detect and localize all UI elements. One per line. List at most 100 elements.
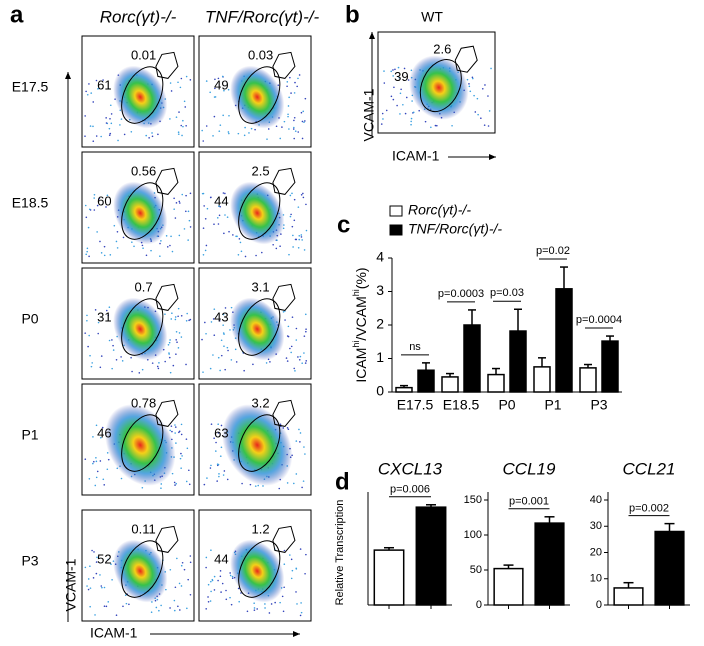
cell-dot [105,206,107,208]
cell-dot [108,134,111,137]
cell-dot [90,92,93,94]
cell-dot [220,591,222,593]
gate-hi [155,167,179,195]
cell-dot [170,425,173,427]
cell-dot [223,232,225,235]
cell-dot [150,611,153,613]
cell-dot [95,460,98,463]
cell-dot [107,601,110,603]
cell-dot [122,605,124,608]
cell-dot [88,83,90,85]
cell-dot [213,437,215,440]
cell-dot [289,554,291,556]
y-tick-label: 3 [376,282,384,298]
cell-dot [275,247,278,250]
cell-dot [235,361,238,363]
cell-dot [283,549,286,552]
cell-dot [97,332,99,335]
gate-hi [272,167,296,195]
significance-label: p=0.0004 [576,314,622,326]
cell-dot [473,94,475,97]
legend-label: Rorc(γt)-/- [408,202,471,218]
cell-dot [487,95,489,97]
cell-dot [128,603,130,606]
y-tick-label: 2 [376,316,384,332]
cell-dot [107,558,110,561]
cell-dot [101,586,103,589]
cell-dot [210,321,213,323]
panel-label: b [345,1,360,28]
cell-dot [424,120,427,123]
cell-dot [290,558,293,561]
cell-dot [301,362,303,365]
gate [238,414,281,472]
cell-dot [105,605,108,608]
cell-dot [213,334,216,337]
cell-dot [100,252,103,254]
row-label: E18.5 [12,195,49,211]
cell-dot [102,79,104,81]
cell-dot [209,467,212,469]
cell-dot [216,480,218,482]
cell-dot [164,313,166,315]
cell-dot [119,124,121,126]
cell-dot [222,114,224,117]
cell-dot [183,100,186,103]
cell-dot [97,88,99,90]
cell-dot [390,95,393,98]
cell-dot [305,203,307,206]
cell-dot [228,230,230,233]
y-tick-label: 40 [590,494,602,506]
y-tick-label: 1 [376,349,384,365]
cell-dot [115,240,118,243]
cell-dot [171,472,174,475]
cell-dot [130,356,132,359]
gate-hi [155,399,179,427]
gate-percent: 49 [214,77,228,92]
bar [613,587,644,606]
cell-dot [130,130,133,133]
cell-dot [469,90,472,93]
cell-dot [398,76,401,79]
cell-dot [116,230,119,233]
cell-dot [112,344,114,347]
cell-dot [99,366,102,369]
cell-dot [254,128,256,131]
cell-dot [298,238,301,241]
cell-dot [176,557,178,560]
significance-label: ns [409,341,421,353]
cell-dot [93,193,96,196]
wt-title: WT [421,9,443,25]
cell-dot [92,101,95,103]
cell-dot [254,485,257,487]
cell-dot [264,607,266,609]
cell-dot [235,235,237,238]
cell-dot [141,244,144,247]
cell-dot [288,96,290,99]
cell-dot [202,140,205,142]
cell-dot [397,66,400,69]
cell-dot [109,254,112,256]
cell-dot [180,452,182,455]
cell-dot [483,124,486,126]
cell-dot [201,129,203,132]
cell-dot [155,606,158,609]
cell-dot [244,126,246,129]
gate-hi [155,283,179,311]
cell-dot [94,484,97,487]
cell-dot [305,553,307,556]
cell-dot [217,579,219,582]
cell-dot [285,357,288,359]
gate-hi [272,51,296,79]
cell-dot [294,370,296,372]
cell-dot [299,548,302,550]
cell-dot [177,81,179,84]
cell-dot [218,473,220,475]
cell-dot [213,589,216,591]
gate [121,540,164,598]
cell-dot [222,474,225,476]
cell-dot [466,78,469,81]
cell-dot [281,595,284,598]
cell-dot [89,125,92,127]
gate-hi [272,283,296,311]
